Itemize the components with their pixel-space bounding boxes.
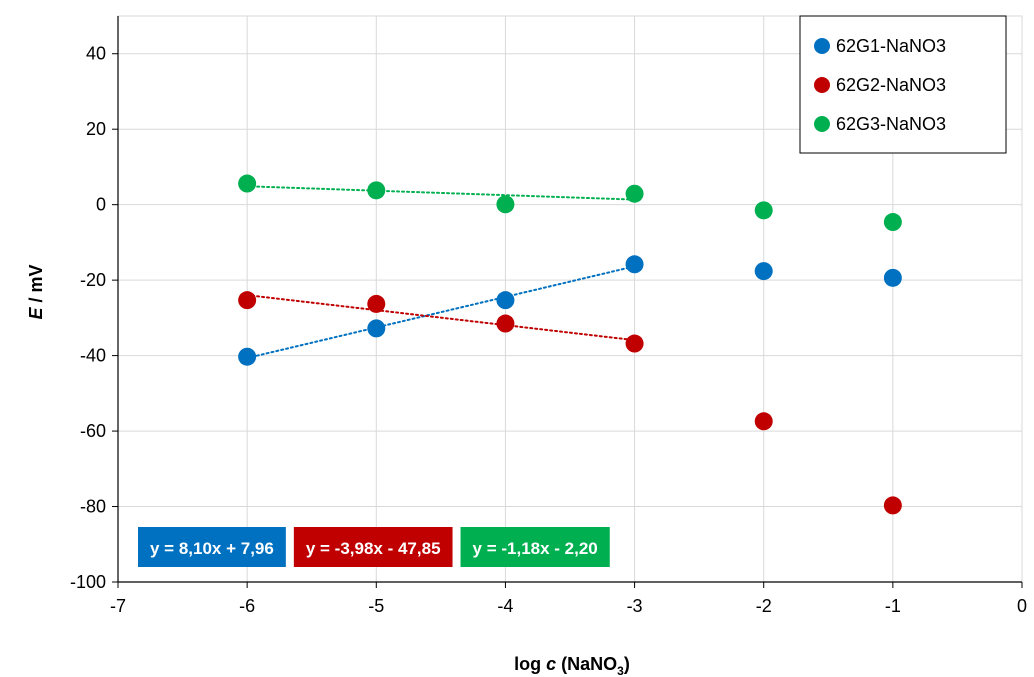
- y-tick-label: -20: [80, 270, 106, 290]
- equation-box: [460, 527, 610, 567]
- trendlines: [246, 185, 636, 360]
- data-point: [625, 184, 644, 203]
- trendline: [246, 265, 636, 360]
- equation-label: y = -3,98x - 47,85: [306, 539, 441, 558]
- y-axis-title-unit: / mV: [26, 264, 46, 307]
- tick-labels: -7 -6 -5 -4 -3 -2 -1 0 -100 -80 -60 -40 -20 0 20 40: [70, 44, 1027, 616]
- trendline: [246, 294, 636, 342]
- x-tick-label: -4: [497, 596, 513, 616]
- legend-marker: [814, 77, 830, 93]
- data-point: [754, 201, 773, 220]
- equation-label: y = -1,18x - 2,20: [473, 539, 598, 558]
- data-point: [883, 268, 902, 287]
- legend-box: [799, 15, 1007, 154]
- x-tick-label: -1: [885, 596, 901, 616]
- x-tick-label: -2: [756, 596, 772, 616]
- data-point: [625, 334, 644, 353]
- trendline-equation: y = -1,18x - 2,20: [460, 527, 610, 567]
- y-tick-label: -80: [80, 497, 106, 517]
- legend-label: 62G3-NaNO3: [836, 114, 946, 134]
- data-point: [367, 181, 386, 200]
- trendline-equations: y = 8,10x + 7,96 y = -3,98x - 47,85 y = -1…: [138, 527, 610, 567]
- trendline-equation: y = -3,98x - 47,85: [293, 527, 453, 567]
- y-tick-label: 0: [96, 195, 106, 215]
- data-point: [238, 174, 257, 193]
- data-point: [238, 347, 257, 366]
- trendline-equation: y = 8,10x + 7,96: [138, 527, 286, 567]
- x-tick-label: -6: [239, 596, 255, 616]
- x-axis-title-part: (NaNO: [556, 654, 617, 674]
- x-axis-title-subscript: 3: [617, 664, 624, 677]
- data-point: [754, 412, 773, 431]
- data-point: [496, 314, 515, 333]
- data-point: [883, 213, 902, 232]
- x-axis-title-part: ): [624, 654, 630, 674]
- axes: [112, 16, 1023, 588]
- x-tick-label: 0: [1017, 596, 1027, 616]
- legend: 62G1-NaNO3 62G2-NaNO3 62G3-NaNO3: [799, 15, 1007, 154]
- x-axis-title-part: log: [514, 654, 546, 674]
- legend-label: 62G2-NaNO3: [836, 75, 946, 95]
- data-points: [238, 174, 902, 515]
- data-point: [496, 291, 515, 310]
- y-axis-title-var: E: [26, 307, 46, 320]
- legend-marker: [814, 38, 830, 54]
- x-axis-title-var: c: [546, 654, 556, 674]
- data-point: [238, 291, 257, 310]
- data-point: [496, 195, 515, 214]
- y-tick-label: -40: [80, 346, 106, 366]
- legend-marker: [814, 116, 830, 132]
- x-tick-label: -3: [627, 596, 643, 616]
- data-point: [625, 255, 644, 274]
- equation-label: y = 8,10x + 7,96: [150, 539, 274, 558]
- y-axis-title: E / mV: [26, 264, 46, 319]
- y-tick-label: -100: [70, 572, 106, 592]
- data-point: [367, 319, 386, 338]
- y-tick-label: 40: [86, 44, 106, 64]
- data-point: [883, 496, 902, 515]
- equation-box: [293, 527, 453, 567]
- x-axis-title: log c (NaNO3): [514, 654, 630, 677]
- y-tick-label: -60: [80, 421, 106, 441]
- y-tick-label: 20: [86, 119, 106, 139]
- data-point: [754, 262, 773, 281]
- legend-label: 62G1-NaNO3: [836, 36, 946, 56]
- x-tick-label: -7: [110, 596, 126, 616]
- x-tick-label: -5: [368, 596, 384, 616]
- data-point: [367, 294, 386, 313]
- equation-box: [138, 527, 286, 567]
- trendline: [246, 185, 636, 201]
